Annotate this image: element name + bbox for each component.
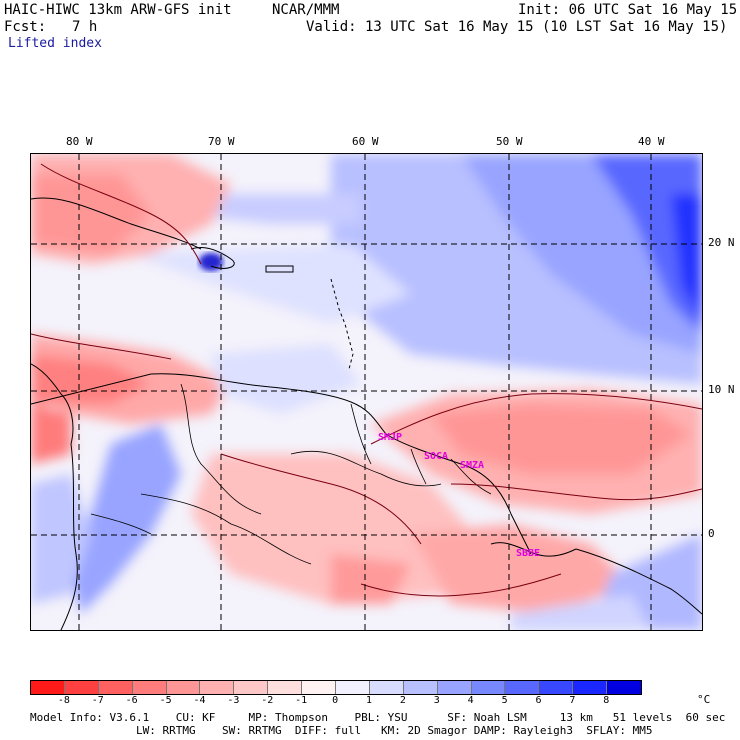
- lon-label-60w: 60 W: [352, 135, 379, 148]
- color-scale-tick: -8: [57, 695, 70, 706]
- lifted-index-map: [30, 153, 703, 631]
- forecast-label: Fcst:: [4, 19, 47, 35]
- antilles-arc: [330, 278, 354, 370]
- color-swatch: [403, 681, 438, 694]
- color-scale-tick: 4: [467, 695, 474, 706]
- color-swatch: [31, 681, 65, 694]
- color-scale-tick: -1: [295, 695, 308, 706]
- color-swatch: [166, 681, 201, 694]
- lon-label-40w: 40 W: [638, 135, 665, 148]
- color-scale-tick: 6: [535, 695, 542, 706]
- color-swatch: [302, 681, 337, 694]
- color-scale-tick: 7: [569, 695, 576, 706]
- contour-1: [370, 393, 702, 445]
- ecuador-border: [90, 513, 152, 535]
- pacific-coast: [60, 443, 78, 630]
- color-swatch: [336, 681, 370, 694]
- site-label-smza: SMZA: [460, 460, 485, 471]
- contour-3: [40, 163, 202, 265]
- guiana-border: [450, 458, 492, 495]
- color-swatch: [132, 681, 167, 694]
- color-swatch: [234, 681, 269, 694]
- color-scale-tick: 3: [433, 695, 440, 706]
- lon-label-70w: 70 W: [208, 135, 235, 148]
- lon-label-80w: 80 W: [66, 135, 93, 148]
- lat-label-10n: 10 N: [708, 383, 735, 396]
- org-label: NCAR/MMM: [272, 2, 340, 18]
- color-swatch: [437, 681, 472, 694]
- model-info-line-2: LW: RRTMG SW: RRTMG DIFF: full KM: 2D Sm…: [30, 724, 653, 737]
- puerto-rico-coast: [265, 265, 294, 273]
- amazon-mouth: [490, 542, 577, 557]
- color-swatch: [573, 681, 608, 694]
- contours: [31, 163, 702, 597]
- color-scale-tick: 1: [365, 695, 373, 706]
- coastlines: [31, 197, 702, 630]
- stable-spot: [199, 253, 223, 271]
- lat-label-0: 0: [708, 527, 715, 540]
- site-label-soca: SOCA: [424, 451, 449, 462]
- color-swatch: [607, 681, 642, 694]
- lat-label-20n: 20 N: [708, 236, 735, 249]
- cuba-coast: [31, 197, 202, 250]
- color-scale-bar: [30, 680, 643, 695]
- south-america-coast: [31, 373, 532, 555]
- graticule: [31, 154, 702, 630]
- site-label-smjp: SMJP: [378, 432, 403, 443]
- valid-time: Valid: 13 UTC Sat 16 May 15 (10 LST Sat …: [306, 19, 728, 35]
- color-scale-tick: -5: [159, 695, 172, 706]
- color-scale-tick: -7: [91, 695, 104, 706]
- color-scale-tick: -4: [193, 695, 206, 706]
- lifted-index-field: [31, 154, 702, 630]
- unit-label: °C: [697, 693, 711, 706]
- color-scale-tick: 5: [501, 695, 508, 706]
- model-info-line-1: Model Info: V3.6.1 CU: KF MP: Thompson P…: [30, 711, 726, 724]
- color-swatch: [200, 681, 235, 694]
- init-time: Init: 06 UTC Sat 16 May 15: [518, 2, 738, 18]
- color-swatch: [98, 681, 133, 694]
- color-scale-tick: 0: [332, 695, 339, 706]
- country-borders: [90, 383, 492, 565]
- hispaniola-coast: [190, 246, 235, 269]
- contour-5: [220, 453, 422, 545]
- color-scale-tick: -6: [125, 695, 138, 706]
- contour-2: [450, 483, 702, 501]
- colombia-peru-border: [140, 493, 312, 565]
- color-swatch: [268, 681, 303, 694]
- contour-6: [360, 573, 562, 597]
- guyana-border: [350, 403, 372, 465]
- contour-4: [31, 333, 172, 360]
- field-name: Lifted index: [8, 36, 102, 51]
- color-scale-tick: 2: [399, 695, 406, 706]
- suriname-border: [410, 448, 427, 485]
- central-america-coast: [31, 363, 74, 445]
- color-swatch: [505, 681, 540, 694]
- venezuela-brazil-border: [290, 450, 442, 487]
- model-title: HAIC-HIWC 13km ARW-GFS init: [4, 2, 232, 18]
- color-swatch: [369, 681, 404, 694]
- color-swatch: [539, 681, 574, 694]
- color-swatch: [471, 681, 506, 694]
- color-scale-tick: -2: [261, 695, 274, 706]
- lon-label-50w: 50 W: [496, 135, 523, 148]
- map-canvas: [31, 154, 702, 630]
- color-swatch: [64, 681, 99, 694]
- colombia-venezuela-border: [180, 383, 262, 515]
- site-label-sbbe: SBBE: [516, 548, 541, 559]
- color-scale-tick: -3: [227, 695, 240, 706]
- color-scale-tick: 8: [603, 695, 610, 706]
- brazil-coast: [575, 548, 702, 615]
- forecast-value: 7 h: [72, 19, 98, 35]
